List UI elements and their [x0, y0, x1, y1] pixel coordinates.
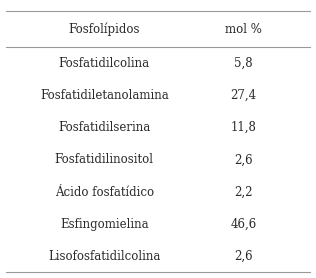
Text: 11,8: 11,8 — [230, 121, 256, 134]
Text: 27,4: 27,4 — [230, 89, 256, 102]
Text: 5,8: 5,8 — [234, 57, 252, 70]
Text: 2,2: 2,2 — [234, 185, 252, 198]
Text: Lisofosfatidilcolina: Lisofosfatidilcolina — [48, 250, 161, 263]
Text: Fosfatidilinositol: Fosfatidilinositol — [55, 153, 154, 166]
Text: mol %: mol % — [225, 23, 262, 36]
Text: 46,6: 46,6 — [230, 218, 257, 231]
Text: Fosfatidilcolina: Fosfatidilcolina — [59, 57, 150, 70]
Text: Fosfatidilserina: Fosfatidilserina — [58, 121, 150, 134]
Text: Fosfatidiletanolamina: Fosfatidiletanolamina — [40, 89, 169, 102]
Text: 2,6: 2,6 — [234, 250, 252, 263]
Text: Esfingomielina: Esfingomielina — [60, 218, 149, 231]
Text: 2,6: 2,6 — [234, 153, 252, 166]
Text: Fosfolípidos: Fosfolípidos — [69, 23, 140, 36]
Text: Ácido fosfatídico: Ácido fosfatídico — [55, 185, 154, 198]
